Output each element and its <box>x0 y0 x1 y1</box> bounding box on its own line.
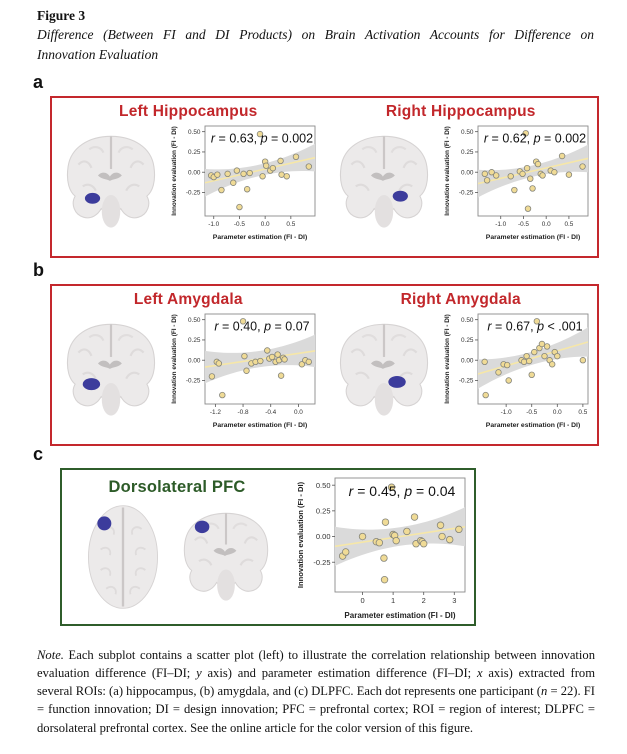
svg-text:-0.5: -0.5 <box>234 221 245 228</box>
panel-label-b: b <box>33 260 44 280</box>
svg-text:-1.2: -1.2 <box>210 409 221 416</box>
svg-text:0.0: 0.0 <box>261 221 270 228</box>
subfig-title-left-amygdala: Left Amygdala <box>133 291 243 308</box>
scatter-plot-left-amygdala: -1.2 -0.8 -0.4 0.0 0.50 0.25 0.00 -0.25 Paramete… <box>171 313 316 429</box>
subfig-title-left-hippocampus: Left Hippocampus <box>119 103 258 120</box>
subfig-title-right-amygdala: Right Amygdala <box>400 291 521 308</box>
subfig-left-amygdala: Left Amygdala -1.2 -0.8 -0.4 0.0 0.50 0.25 0.0… <box>52 286 325 444</box>
svg-text:-1.0: -1.0 <box>495 221 506 228</box>
svg-text:0.5: 0.5 <box>287 221 296 228</box>
scatter-plot-right-amygdala: -1.0 -0.5 0.0 0.5 0.50 0.25 0.00 -0.25 Parameter… <box>444 313 589 429</box>
svg-text:r = 0.63, p = 0.002: r = 0.63, p = 0.002 <box>211 132 313 146</box>
svg-text:0.50: 0.50 <box>461 317 474 324</box>
svg-text:0.25: 0.25 <box>188 337 201 344</box>
svg-text:Innovation evaluation (FI - DI: Innovation evaluation (FI - DI) <box>444 126 451 215</box>
svg-text:-0.4: -0.4 <box>265 409 276 416</box>
svg-text:0.00: 0.00 <box>188 357 201 364</box>
svg-text:0.50: 0.50 <box>461 129 474 136</box>
scatter-plot-right-hippocampus: -1.0 -0.5 0.0 0.5 0.50 0.25 0.00 -0.25 Parameter… <box>444 125 589 241</box>
svg-text:0.25: 0.25 <box>461 337 474 344</box>
svg-text:r = 0.67, p < .001: r = 0.67, p < .001 <box>487 320 582 334</box>
panel-a-hippocampus: Left Hippocampus -1.0 -0.5 0.0 0.5 0.50 0.25 0… <box>50 96 599 258</box>
brain-coronal-dlpfc-image <box>183 512 269 601</box>
scatter-plot-dlpfc: 0 1 2 3 0.50 0.25 0.00 -0.25 Parameter estimatio… <box>296 477 466 620</box>
panel-label-a: a <box>33 72 44 92</box>
svg-text:Innovation evaluation (FI - DI: Innovation evaluation (FI - DI) <box>171 314 178 403</box>
brain-coronal-left-hippocampus-image <box>67 135 156 228</box>
svg-text:Innovation evaluation (FI - DI: Innovation evaluation (FI - DI) <box>444 314 451 403</box>
figure-caption: Difference (Between FI and DI Products) … <box>37 25 594 64</box>
svg-text:-0.8: -0.8 <box>238 409 249 416</box>
svg-text:-0.5: -0.5 <box>518 221 529 228</box>
subfig-right-amygdala: Right Amygdala -1.0 -0.5 0.0 0.5 0.50 0.25 0.0… <box>325 286 598 444</box>
svg-text:-0.25: -0.25 <box>186 190 201 197</box>
svg-text:-1.0: -1.0 <box>208 221 219 228</box>
subfig-left-hippocampus: Left Hippocampus -1.0 -0.5 0.0 0.5 0.50 0.25 0… <box>52 98 325 256</box>
svg-text:0.50: 0.50 <box>188 129 201 136</box>
svg-text:0.00: 0.00 <box>461 169 474 176</box>
subfig-title-dlpfc: Dorsolateral PFC <box>108 478 246 496</box>
subfig-title-right-hippocampus: Right Hippocampus <box>385 103 536 120</box>
subfig-right-hippocampus: Right Hippocampus -1.0 -0.5 0.0 0.5 0.50 0.25… <box>325 98 598 256</box>
svg-text:Parameter estimation (FI - DI): Parameter estimation (FI - DI) <box>344 611 455 620</box>
svg-text:0.50: 0.50 <box>188 317 201 324</box>
svg-text:-0.25: -0.25 <box>186 378 201 385</box>
panel-label-c: c <box>33 444 44 464</box>
svg-text:-0.25: -0.25 <box>459 378 474 385</box>
svg-text:r = 0.40, p = 0.07: r = 0.40, p = 0.07 <box>215 320 310 334</box>
subfig-dlpfc-brains: Dorsolateral PFC <box>62 470 292 624</box>
brain-coronal-right-hippocampus-image <box>339 135 428 228</box>
svg-text:-0.25: -0.25 <box>459 190 474 197</box>
svg-text:Innovation evaluation (FI - DI: Innovation evaluation (FI - DI) <box>296 481 305 588</box>
svg-text:-1.0: -1.0 <box>500 409 511 416</box>
svg-text:r = 0.45, p = 0.04: r = 0.45, p = 0.04 <box>349 483 456 499</box>
svg-text:0.25: 0.25 <box>461 149 474 156</box>
scatter-plot-left-hippocampus: -1.0 -0.5 0.0 0.5 0.50 0.25 0.00 -0.25 Parameter… <box>171 125 316 241</box>
svg-text:0.50: 0.50 <box>316 481 331 490</box>
figure-number-label: Figure 3 <box>37 8 86 23</box>
svg-text:2: 2 <box>422 596 426 605</box>
note-text: Note. Each subplot contains a scatter pl… <box>37 648 595 735</box>
svg-text:0.0: 0.0 <box>294 409 303 416</box>
panel-b-amygdala: Left Amygdala -1.2 -0.8 -0.4 0.0 0.50 0.25 0.0… <box>50 284 599 446</box>
svg-text:Parameter estimation (FI - DI): Parameter estimation (FI - DI) <box>486 234 580 241</box>
svg-text:0.0: 0.0 <box>541 221 550 228</box>
svg-text:0.5: 0.5 <box>578 409 587 416</box>
svg-text:0.25: 0.25 <box>316 506 331 515</box>
svg-text:Parameter estimation (FI - DI): Parameter estimation (FI - DI) <box>486 422 580 429</box>
svg-text:-0.5: -0.5 <box>526 409 537 416</box>
svg-text:Innovation evaluation (FI - DI: Innovation evaluation (FI - DI) <box>171 126 178 215</box>
brain-coronal-left-amygdala-image <box>67 323 156 416</box>
svg-text:3: 3 <box>452 596 456 605</box>
svg-text:0.5: 0.5 <box>564 221 573 228</box>
svg-text:0: 0 <box>360 596 364 605</box>
figure-caption-line1: Difference (Between FI and DI Products) … <box>37 27 594 42</box>
svg-text:r = 0.62, p = 0.002: r = 0.62, p = 0.002 <box>484 132 586 146</box>
svg-text:Parameter estimation (FI - DI): Parameter estimation (FI - DI) <box>213 422 307 429</box>
svg-text:0.00: 0.00 <box>188 169 201 176</box>
panel-c-dlpfc: Dorsolateral PFC 0 1 2 3 0.50 0.25 0.00 -0.25 Pa… <box>60 468 476 626</box>
figure-caption-line2: Innovation Evaluation <box>37 46 159 62</box>
svg-text:-0.25: -0.25 <box>313 558 330 567</box>
svg-text:0.00: 0.00 <box>316 532 331 541</box>
brain-axial-dlpfc-image <box>88 505 158 609</box>
svg-text:0.25: 0.25 <box>188 149 201 156</box>
svg-text:0.00: 0.00 <box>461 357 474 364</box>
svg-text:Parameter estimation (FI - DI): Parameter estimation (FI - DI) <box>213 234 307 241</box>
svg-text:1: 1 <box>391 596 395 605</box>
brain-coronal-right-amygdala-image <box>339 323 428 416</box>
svg-text:0.0: 0.0 <box>553 409 562 416</box>
